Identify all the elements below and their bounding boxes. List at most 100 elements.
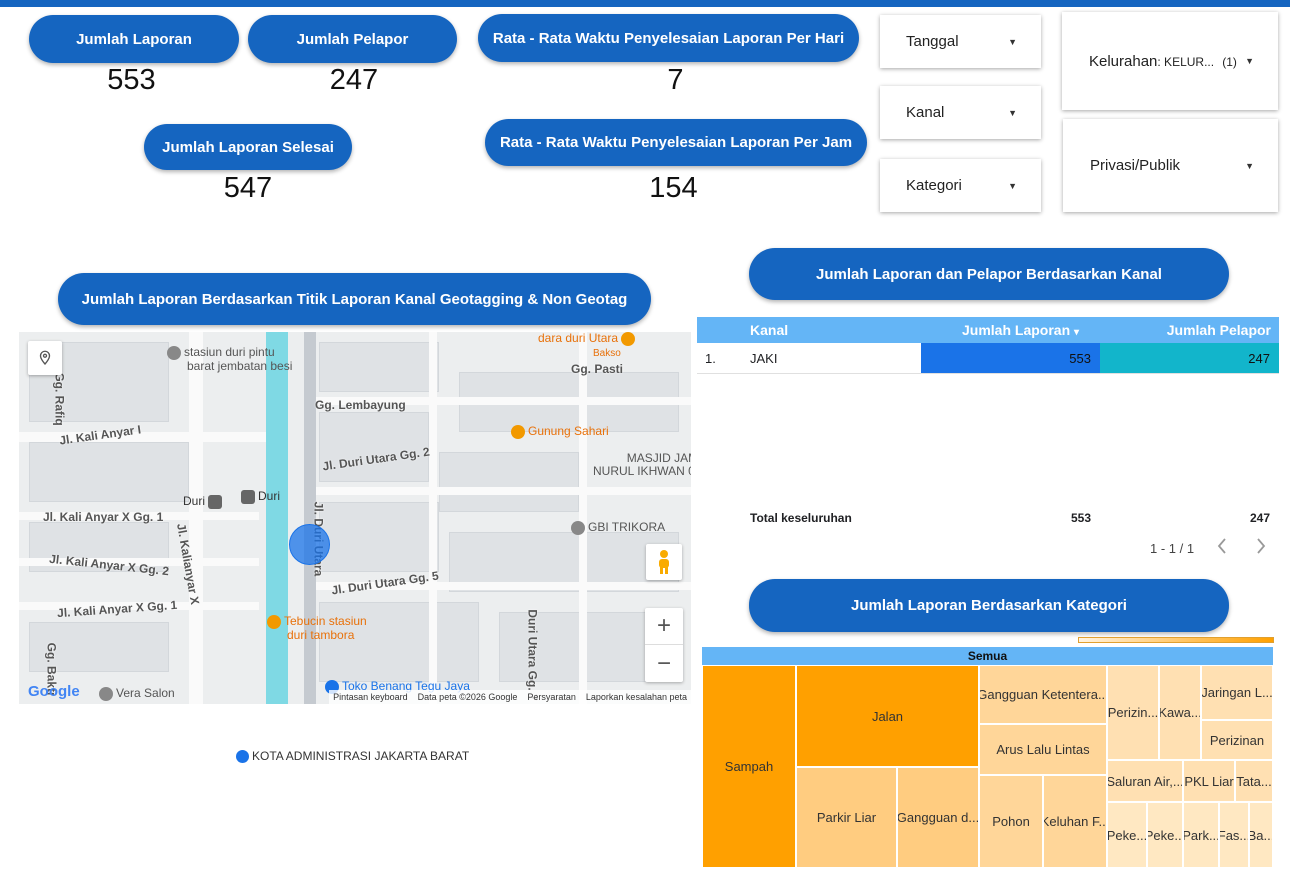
- treemap-cell[interactable]: Keluhan F...: [1043, 775, 1107, 868]
- treemap-cell[interactable]: Perizin...: [1107, 665, 1159, 760]
- kanal-table: Kanal Jumlah Laporan ▾ Jumlah Pelapor 1.…: [697, 317, 1279, 374]
- treemap-cell[interactable]: Peke...: [1107, 802, 1147, 868]
- row-number: 1.: [705, 351, 716, 366]
- map-poi: stasiun duri pintu barat jembatan besi: [167, 346, 292, 373]
- poi-label: Toko Benang Tegu Jaya: [342, 679, 470, 693]
- treemap-cell[interactable]: Saluran Air,...: [1107, 760, 1183, 802]
- treemap-cell[interactable]: Sampah: [702, 665, 796, 868]
- chevron-down-icon: ▼: [1245, 56, 1254, 66]
- poi-label: Duri: [183, 494, 206, 508]
- table-header: Kanal Jumlah Laporan ▾ Jumlah Pelapor: [697, 317, 1279, 343]
- tanggal-filter[interactable]: Tanggal ▼: [880, 15, 1041, 68]
- kanal-filter[interactable]: Kanal ▼: [880, 86, 1041, 139]
- treemap-cell[interactable]: Parkir Liar: [796, 767, 897, 868]
- tanggal-filter-label: Tanggal: [906, 33, 959, 50]
- street-label: Gg. Lembayung: [315, 398, 406, 412]
- treemap-cell[interactable]: Peke...: [1147, 802, 1183, 868]
- street-label: Gg. Pasti: [571, 362, 624, 376]
- google-logo: Google: [28, 683, 80, 700]
- map-poi: Tebucin stasiun duri tambora: [267, 615, 367, 641]
- treemap-cell[interactable]: Fas...: [1219, 802, 1249, 868]
- kategori-filter[interactable]: Kategori ▼: [880, 159, 1041, 212]
- rata-jam-header: Rata - Rata Waktu Penyelesaian Laporan P…: [485, 119, 867, 166]
- treemap-cell[interactable]: Jaringan L...: [1201, 665, 1273, 720]
- privasi-filter[interactable]: Privasi/Publik ▼: [1063, 119, 1278, 212]
- map-poi: Duri: [241, 489, 280, 504]
- location-pin-button[interactable]: [28, 341, 62, 375]
- kelurahan-filter[interactable]: Kelurahan: KELUR... (1) ▼: [1062, 12, 1278, 110]
- pagination-label: 1 - 1 / 1: [1150, 541, 1195, 556]
- treemap-cell[interactable]: Perizinan: [1201, 720, 1273, 760]
- treemap-cell[interactable]: Gangguan d...: [897, 767, 979, 868]
- column-header-label: Jumlah Laporan: [962, 322, 1071, 338]
- zoom-in-button[interactable]: +: [645, 608, 683, 645]
- street-label: Duri Utara Gg. 7: [525, 609, 540, 701]
- rata-jam-value: 154: [649, 172, 698, 204]
- treemap-root-label[interactable]: Semua: [702, 647, 1273, 665]
- chevron-left-icon: [1217, 538, 1226, 554]
- jumlah-pelapor-header: Jumlah Pelapor: [248, 15, 457, 63]
- total-pelapor: 247: [1249, 511, 1270, 525]
- report-location-marker[interactable]: [289, 524, 330, 565]
- poi-label: Tebucin stasiun: [284, 614, 367, 629]
- top-accent-bar: [0, 0, 1290, 7]
- column-header-jumlah-pelapor[interactable]: Jumlah Pelapor: [1166, 322, 1271, 338]
- map-poi: Vera Salon: [99, 686, 175, 701]
- table-row[interactable]: 1. JAKI 553 247: [697, 343, 1279, 374]
- map-view[interactable]: Gg. Lembayung Jl. Kali Anyar I Jl. Duri …: [19, 332, 691, 704]
- treemap-cell[interactable]: Ba...: [1249, 802, 1273, 868]
- privasi-filter-label: Privasi/Publik: [1090, 157, 1181, 174]
- street-view-pegman-button[interactable]: [646, 544, 682, 580]
- poi-label: GBI TRIKORA: [588, 520, 666, 534]
- column-header-kanal[interactable]: Kanal: [750, 322, 789, 338]
- map-poi: MASJID JAMINURUL IKHWAN 05: [593, 452, 691, 478]
- treemap-cell[interactable]: Pohon: [979, 775, 1043, 868]
- treemap-cell[interactable]: Jalan: [796, 665, 979, 767]
- jumlah-selesai-header: Jumlah Laporan Selesai: [144, 124, 352, 170]
- kanal-filter-label: Kanal: [906, 104, 945, 121]
- street-label: Jl. Duri Utara Gg. 5: [330, 568, 440, 598]
- poi-label: MASJID JAMI: [626, 451, 691, 465]
- cell-laporan: 553: [1069, 351, 1091, 366]
- poi-label: barat jembatan besi: [187, 359, 293, 373]
- cell-pelapor-bar: [1100, 343, 1279, 373]
- treemap-cell[interactable]: Kawa...: [1159, 665, 1201, 760]
- poi-label: dara duri Utara: [538, 332, 619, 346]
- treemap-cell[interactable]: PKL Liar: [1183, 760, 1235, 802]
- location-pin-icon: [39, 350, 51, 365]
- chevron-down-icon: ▼: [1008, 107, 1017, 118]
- prev-page-button[interactable]: [1216, 536, 1228, 562]
- poi-label: Duri: [258, 489, 281, 503]
- treemap-cell[interactable]: Park...: [1183, 802, 1219, 868]
- keyboard-shortcuts-link[interactable]: Pintasan keyboard: [333, 692, 408, 702]
- next-page-button[interactable]: [1255, 536, 1267, 562]
- cell-laporan-bar: [921, 343, 1100, 373]
- poi-label: stasiun duri pintu: [184, 345, 275, 360]
- pegman-icon: [659, 550, 669, 574]
- jumlah-selesai-value: 547: [223, 172, 273, 204]
- treemap-cell[interactable]: Gangguan Ketentera...: [979, 665, 1107, 724]
- report-error-link[interactable]: Laporkan kesalahan peta: [585, 692, 687, 702]
- map-poi: dara duri Utara Bakso: [538, 332, 638, 360]
- treemap-cell[interactable]: Tata...: [1235, 760, 1273, 802]
- poi-label: Gunung Sahari: [528, 424, 609, 438]
- total-laporan: 553: [1070, 511, 1091, 525]
- column-header-jumlah-laporan[interactable]: Jumlah Laporan ▾: [962, 322, 1079, 338]
- jumlah-laporan-header: Jumlah Laporan: [29, 15, 239, 63]
- zoom-controls: + −: [645, 608, 683, 682]
- terms-link[interactable]: Persyaratan: [527, 692, 576, 702]
- map-poi: Toko Benang Tegu Jaya: [325, 679, 470, 694]
- street-label: Gg. Rafiq: [52, 372, 67, 426]
- rata-hari-header: Rata - Rata Waktu Penyelesaian Laporan P…: [478, 14, 859, 62]
- legend-dot-icon: [236, 749, 249, 763]
- chevron-down-icon: ▼: [1245, 160, 1254, 171]
- zoom-out-button[interactable]: −: [656, 649, 671, 677]
- chevron-down-icon: ▼: [1008, 180, 1017, 191]
- jumlah-pelapor-value: 247: [329, 64, 379, 96]
- treemap-cell[interactable]: Arus Lalu Lintas: [979, 724, 1107, 775]
- map-section-title: Jumlah Laporan Berdasarkan Titik Laporan…: [58, 273, 651, 325]
- cell-kanal: JAKI: [750, 351, 778, 366]
- poi-label: duri tambora: [287, 628, 355, 642]
- total-label: Total keseluruhan: [750, 511, 852, 525]
- poi-label: Vera Salon: [116, 686, 175, 700]
